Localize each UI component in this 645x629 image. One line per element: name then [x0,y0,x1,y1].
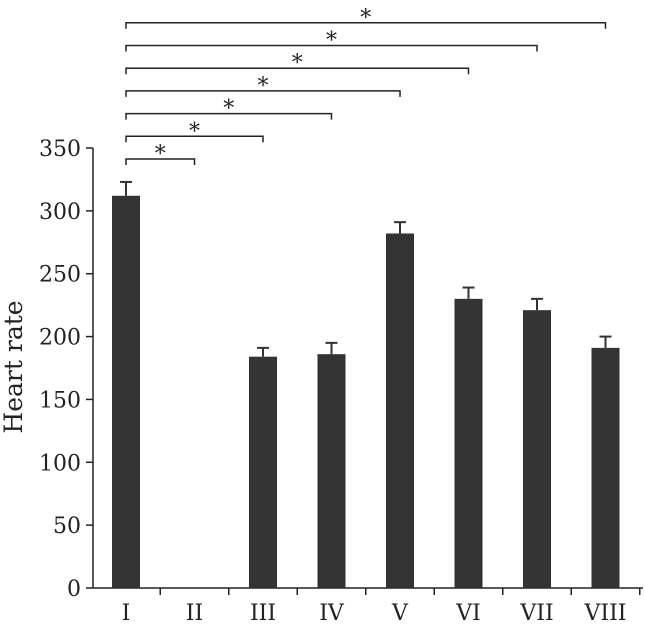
significance-bracket [125,158,196,165]
x-tick-label: III [250,601,276,626]
y-tick-label: 150 [39,388,81,413]
significance-star: * [360,6,371,31]
significance-bracket [125,135,264,143]
bar [591,347,620,588]
significance-star: * [189,119,200,144]
y-tick-label: 250 [39,263,81,288]
x-tick-label: I [122,601,131,626]
x-tick-label: VI [455,601,481,626]
bar [523,310,551,588]
bar [454,298,483,588]
bar [112,195,140,588]
significance-bracket [125,112,333,120]
significance-brackets: * * * * * * * [125,6,607,167]
significance-bracket [125,90,401,97]
x-tick-label: VII [519,601,553,626]
significance-star: * [223,97,234,122]
x-tick-label: VIII [584,601,627,626]
significance-star: * [326,29,337,54]
x-tick-label: IV [319,601,345,626]
y-tick-label: 350 [39,137,81,162]
bar [317,354,346,588]
x-tick-label: II [186,601,203,626]
y-axis-label: Heart rate [0,300,28,433]
significance-star: * [292,51,303,76]
significance-bracket [125,67,470,75]
significance-bracket [125,44,538,52]
y-tick-label: 50 [53,514,81,539]
y-tick-label: 100 [39,451,81,476]
y-tick-label: 200 [39,326,81,351]
significance-bracket [125,22,607,29]
bars [112,180,620,588]
y-tick-label: 300 [39,200,81,225]
significance-star: * [155,142,166,167]
significance-star: * [258,74,269,99]
y-tick-label: 0 [67,577,81,602]
bar [249,356,277,588]
bar [386,233,414,588]
x-tick-label: V [391,601,409,626]
